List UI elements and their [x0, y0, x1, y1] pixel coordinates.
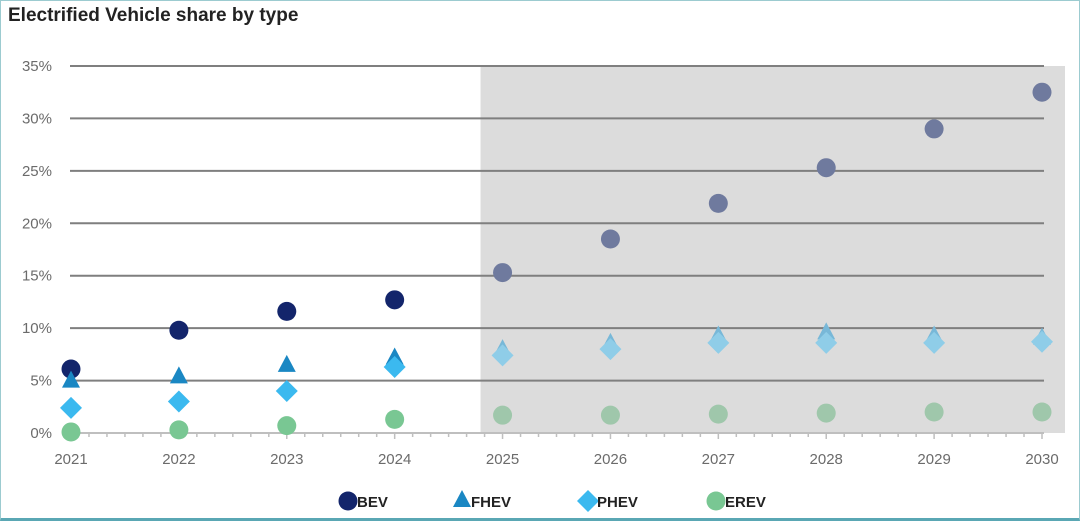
legend-label-phev: PHEV: [597, 494, 638, 511]
data-point-bev: [61, 359, 81, 379]
legend-marker-fhev: [453, 490, 471, 507]
data-point-phev: [491, 344, 514, 367]
y-tick-label: 35%: [22, 58, 52, 75]
y-tick-label: 25%: [22, 163, 52, 180]
data-point-erev: [61, 422, 81, 442]
x-tick-label: 2022: [162, 451, 195, 468]
data-point-bev: [816, 158, 836, 178]
data-point-erev: [277, 416, 297, 436]
x-tick-label: 2021: [54, 451, 87, 468]
data-points: [60, 82, 1053, 442]
x-tick-label: 2030: [1025, 451, 1058, 468]
y-tick-label: 5%: [30, 373, 52, 390]
x-tick-label: 2029: [917, 451, 950, 468]
legend-marker-phev: [577, 490, 599, 512]
y-axis-ticks: 0% 5% 10% 15% 20% 25% 30% 35%: [22, 58, 52, 442]
legend-label-erev: EREV: [725, 494, 766, 511]
data-point-fhev: [277, 354, 296, 372]
y-tick-label: 30%: [22, 110, 52, 127]
legend: BEV FHEV PHEV EREV: [338, 490, 766, 512]
data-point-bev: [277, 301, 297, 321]
data-point-phev: [923, 331, 946, 354]
forecast-shading: [480, 66, 1065, 433]
y-tick-label: 10%: [22, 320, 52, 337]
legend-marker-bev: [338, 491, 358, 511]
x-tick-label: 2026: [594, 451, 627, 468]
data-point-erev: [708, 404, 728, 424]
data-point-bev: [708, 193, 728, 213]
data-point-phev: [707, 331, 730, 354]
data-point-erev: [1032, 402, 1052, 422]
x-tick-label: 2023: [270, 451, 303, 468]
data-point-phev: [1031, 330, 1053, 353]
data-point-bev: [385, 290, 405, 310]
data-point-phev: [167, 390, 190, 413]
x-axis: 2021 2022 2023 2024 2025 2026 2027 2028 2029 2030: [54, 433, 1059, 468]
data-point-fhev: [169, 366, 188, 384]
chart-title: Electrified Vehicle share by type: [8, 5, 299, 26]
data-point-phev: [60, 396, 82, 419]
legend-label-bev: BEV: [357, 494, 388, 511]
data-point-erev: [600, 405, 620, 425]
data-point-phev: [275, 380, 298, 403]
x-tick-label: 2025: [486, 451, 519, 468]
legend-marker-erev: [706, 491, 726, 511]
data-point-erev: [493, 405, 513, 425]
data-point-bev: [1032, 82, 1052, 102]
x-tick-label: 2028: [810, 451, 843, 468]
legend-label-fhev: FHEV: [471, 494, 511, 511]
data-point-phev: [599, 338, 622, 361]
data-point-bev: [169, 320, 189, 340]
data-point-fhev: [817, 322, 836, 340]
data-point-phev: [383, 355, 406, 378]
data-point-bev: [924, 119, 944, 139]
data-point-erev: [924, 402, 944, 422]
data-point-bev: [493, 263, 513, 283]
x-tick-label: 2024: [378, 451, 411, 468]
data-point-erev: [816, 403, 836, 423]
data-point-bev: [600, 229, 620, 249]
y-tick-label: 0%: [30, 425, 52, 442]
data-point-erev: [385, 409, 405, 429]
data-point-erev: [169, 420, 189, 440]
y-tick-label: 20%: [22, 215, 52, 232]
data-point-fhev: [62, 370, 80, 388]
y-tick-label: 15%: [22, 268, 52, 285]
x-tick-label: 2027: [702, 451, 735, 468]
data-point-phev: [815, 331, 838, 354]
